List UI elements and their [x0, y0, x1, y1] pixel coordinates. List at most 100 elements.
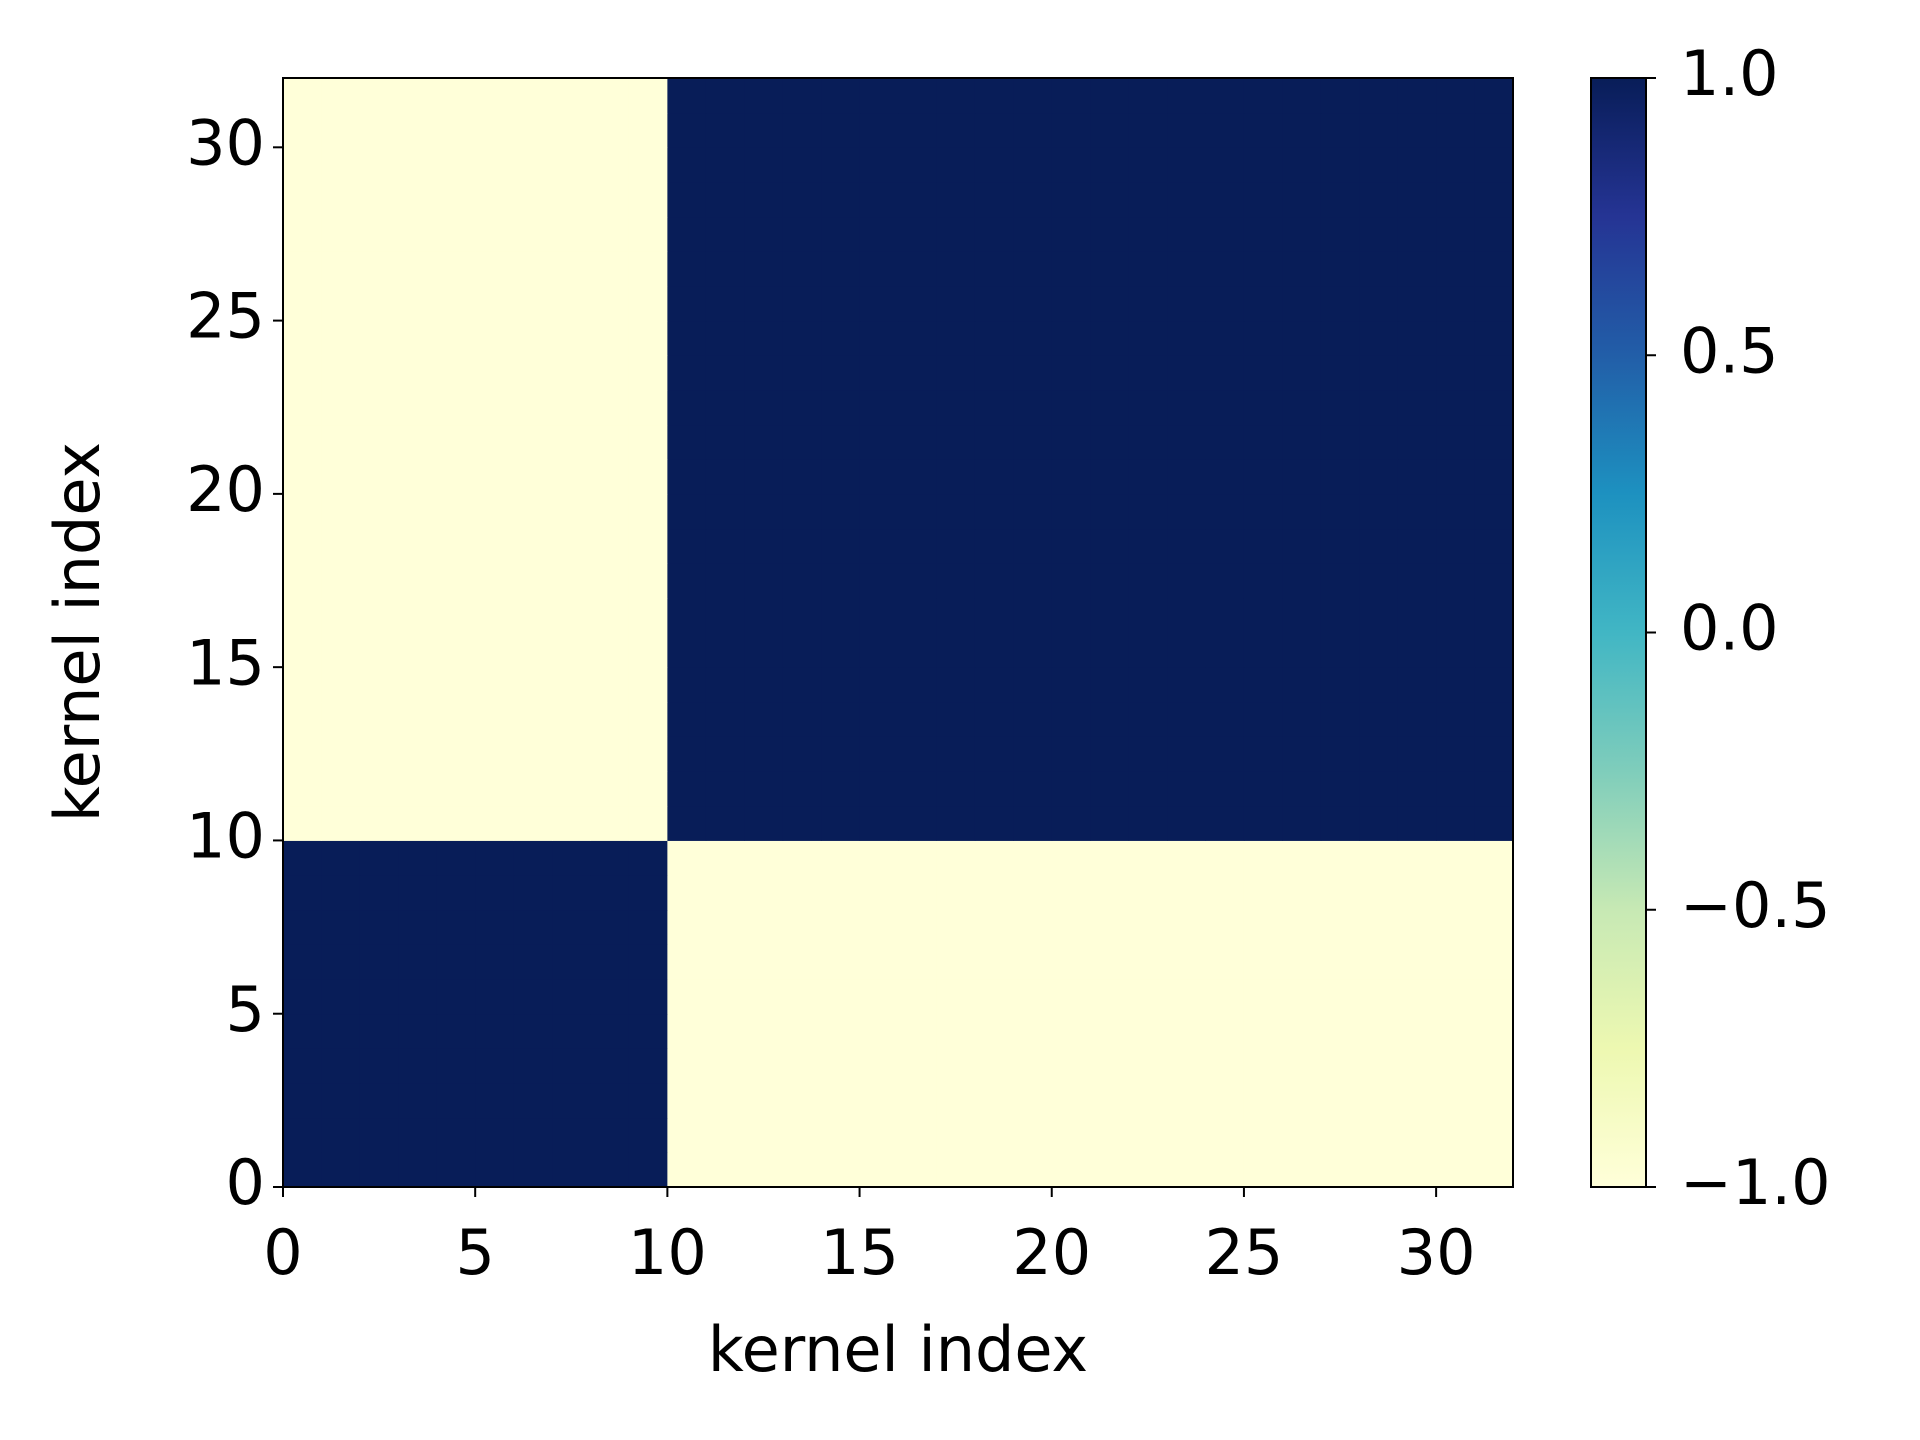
heatmap-cell [744, 667, 784, 703]
heatmap-cell [744, 493, 784, 530]
heatmap-cell [782, 320, 822, 356]
heatmap-cell [859, 528, 899, 564]
heatmap-cell [475, 424, 515, 460]
heatmap-cell [552, 979, 591, 1015]
heatmap-cell [628, 840, 668, 876]
heatmap-cell [1090, 1117, 1130, 1153]
heatmap-cell [1436, 459, 1476, 495]
heatmap-cell [667, 1083, 707, 1119]
heatmap-cell [1397, 320, 1437, 356]
heatmap-cell [1090, 805, 1130, 841]
heatmap-cell [1359, 493, 1399, 530]
heatmap-cell [398, 944, 438, 980]
heatmap-cell [782, 632, 822, 668]
heatmap-cell [1128, 355, 1168, 391]
heatmap-cell [821, 632, 861, 668]
heatmap-cell [359, 78, 399, 114]
heatmap-cell [898, 389, 937, 426]
heatmap-cell [321, 771, 361, 807]
heatmap-cell [1282, 563, 1322, 599]
heatmap-cell [667, 112, 707, 148]
heatmap-cell [974, 979, 1014, 1015]
heatmap-cell [590, 632, 630, 668]
heatmap-cell [552, 251, 591, 287]
heatmap-cell [321, 424, 361, 460]
heatmap-cell [744, 216, 784, 252]
heatmap-cell [821, 805, 861, 841]
heatmap-cell [1051, 389, 1091, 426]
heatmap-cell [590, 563, 630, 599]
heatmap-cell [667, 389, 707, 426]
heatmap-cell [705, 1013, 745, 1049]
heatmap-cell [974, 320, 1014, 356]
heatmap-cell [1167, 147, 1206, 183]
heatmap-cell [1397, 493, 1437, 530]
heatmap-cell [1205, 805, 1245, 841]
heatmap-cell [936, 1117, 976, 1153]
heatmap-cell [898, 979, 937, 1015]
heatmap-cell [821, 1117, 861, 1153]
heatmap-cell [1436, 320, 1476, 356]
heatmap-cell [782, 1048, 822, 1084]
heatmap-cell [1090, 389, 1130, 426]
heatmap-cell [667, 1152, 707, 1188]
heatmap-cell [782, 424, 822, 460]
heatmap-cell [1243, 909, 1283, 945]
heatmap-cell [359, 424, 399, 460]
heatmap-cell [1359, 320, 1399, 356]
heatmap-cell [1320, 251, 1360, 287]
heatmap-cell [1282, 944, 1322, 980]
heatmap-cell [436, 632, 476, 668]
heatmap-cell [1282, 736, 1322, 772]
heatmap-cell [936, 459, 976, 495]
heatmap-cell [1397, 1152, 1437, 1188]
heatmap-cell [1090, 979, 1130, 1015]
heatmap-cell [898, 285, 937, 322]
heatmap-cell [974, 840, 1014, 876]
heatmap-cell [1167, 181, 1206, 218]
heatmap-cell [1167, 909, 1206, 945]
heatmap-cell [628, 181, 668, 218]
heatmap-cell [667, 667, 707, 703]
heatmap-cell [1205, 632, 1245, 668]
heatmap-cell [1243, 875, 1283, 911]
heatmap-cell [1243, 805, 1283, 841]
heatmap-cell [398, 1083, 438, 1119]
heatmap-cell [821, 597, 861, 633]
heatmap-cell [1205, 1117, 1245, 1153]
heatmap-cell [1205, 528, 1245, 564]
heatmap-cell [513, 528, 553, 564]
heatmap-cell [321, 909, 361, 945]
heatmap-cell [859, 181, 899, 218]
heatmap-cell [1013, 771, 1053, 807]
heatmap-cell [552, 181, 591, 218]
heatmap-cell [283, 147, 322, 183]
heatmap-cell [436, 285, 476, 322]
heatmap-cell [359, 840, 399, 876]
colorbar-tick-label: 0.0 [1680, 592, 1779, 665]
heatmap-cell [859, 389, 899, 426]
heatmap-cell [513, 979, 553, 1015]
y-tick-label: 15 [186, 626, 265, 699]
heatmap-cell [513, 1048, 553, 1084]
heatmap-cell [1474, 528, 1514, 564]
heatmap-cell [1243, 389, 1283, 426]
heatmap-cell [628, 355, 668, 391]
heatmap-cell [1090, 667, 1130, 703]
heatmap-cell [1436, 78, 1476, 114]
heatmap-cell [1205, 736, 1245, 772]
heatmap-cell [1051, 597, 1091, 633]
heatmap-cell [1474, 840, 1514, 876]
heatmap-cell [513, 1152, 553, 1188]
heatmap-cell [744, 875, 784, 911]
heatmap-cell [628, 459, 668, 495]
heatmap-cell [974, 424, 1014, 460]
heatmap-cell [1013, 1048, 1053, 1084]
heatmap-cell [1128, 840, 1168, 876]
heatmap-cell [821, 771, 861, 807]
heatmap-cell [1013, 424, 1053, 460]
heatmap-cell [1128, 424, 1168, 460]
heatmap-cell [1205, 216, 1245, 252]
heatmap-cell [744, 944, 784, 980]
heatmap-cell [1397, 216, 1437, 252]
